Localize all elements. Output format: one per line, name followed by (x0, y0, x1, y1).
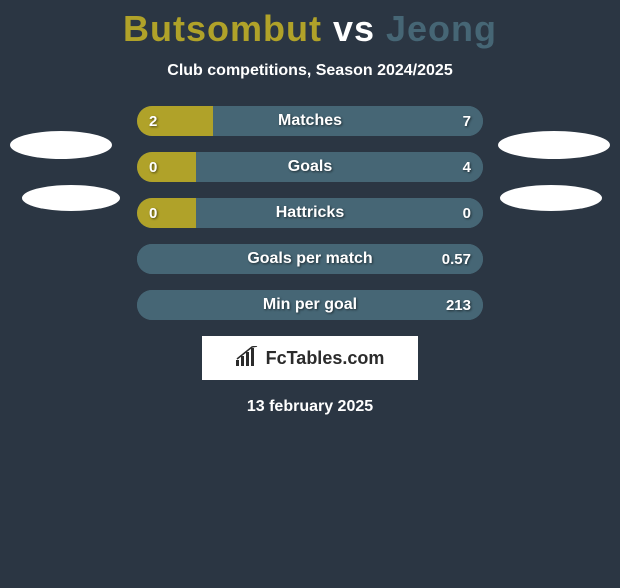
stat-row: 2Matches7 (137, 106, 483, 136)
stat-row: 0Hattricks0 (137, 198, 483, 228)
stat-value-right: 213 (446, 290, 471, 320)
avatar-placeholder-left-2 (22, 185, 120, 211)
avatar-placeholder-left-1 (10, 131, 112, 159)
stat-row: Goals per match0.57 (137, 244, 483, 274)
title-player1: Butsombut (123, 8, 322, 49)
stat-value-right: 0 (463, 198, 471, 228)
subtitle: Club competitions, Season 2024/2025 (0, 62, 620, 80)
source-logo: FcTables.com (202, 336, 418, 380)
stat-label: Goals (137, 152, 483, 182)
avatar-placeholder-right-2 (500, 185, 602, 211)
stat-label: Matches (137, 106, 483, 136)
stat-label: Hattricks (137, 198, 483, 228)
title-vs: vs (333, 8, 375, 49)
stat-label: Goals per match (137, 244, 483, 274)
comparison-chart: 2Matches70Goals40Hattricks0Goals per mat… (137, 106, 483, 320)
date-text: 13 february 2025 (0, 398, 620, 416)
stat-row: 0Goals4 (137, 152, 483, 182)
bar-chart-icon (236, 346, 260, 371)
stat-value-right: 7 (463, 106, 471, 136)
logo-text: FcTables.com (266, 348, 385, 369)
stat-value-right: 4 (463, 152, 471, 182)
stat-row: Min per goal213 (137, 290, 483, 320)
title-player2: Jeong (386, 8, 497, 49)
stat-label: Min per goal (137, 290, 483, 320)
avatar-placeholder-right-1 (498, 131, 610, 159)
stat-value-right: 0.57 (442, 244, 471, 274)
page-title: Butsombut vs Jeong (0, 8, 620, 50)
